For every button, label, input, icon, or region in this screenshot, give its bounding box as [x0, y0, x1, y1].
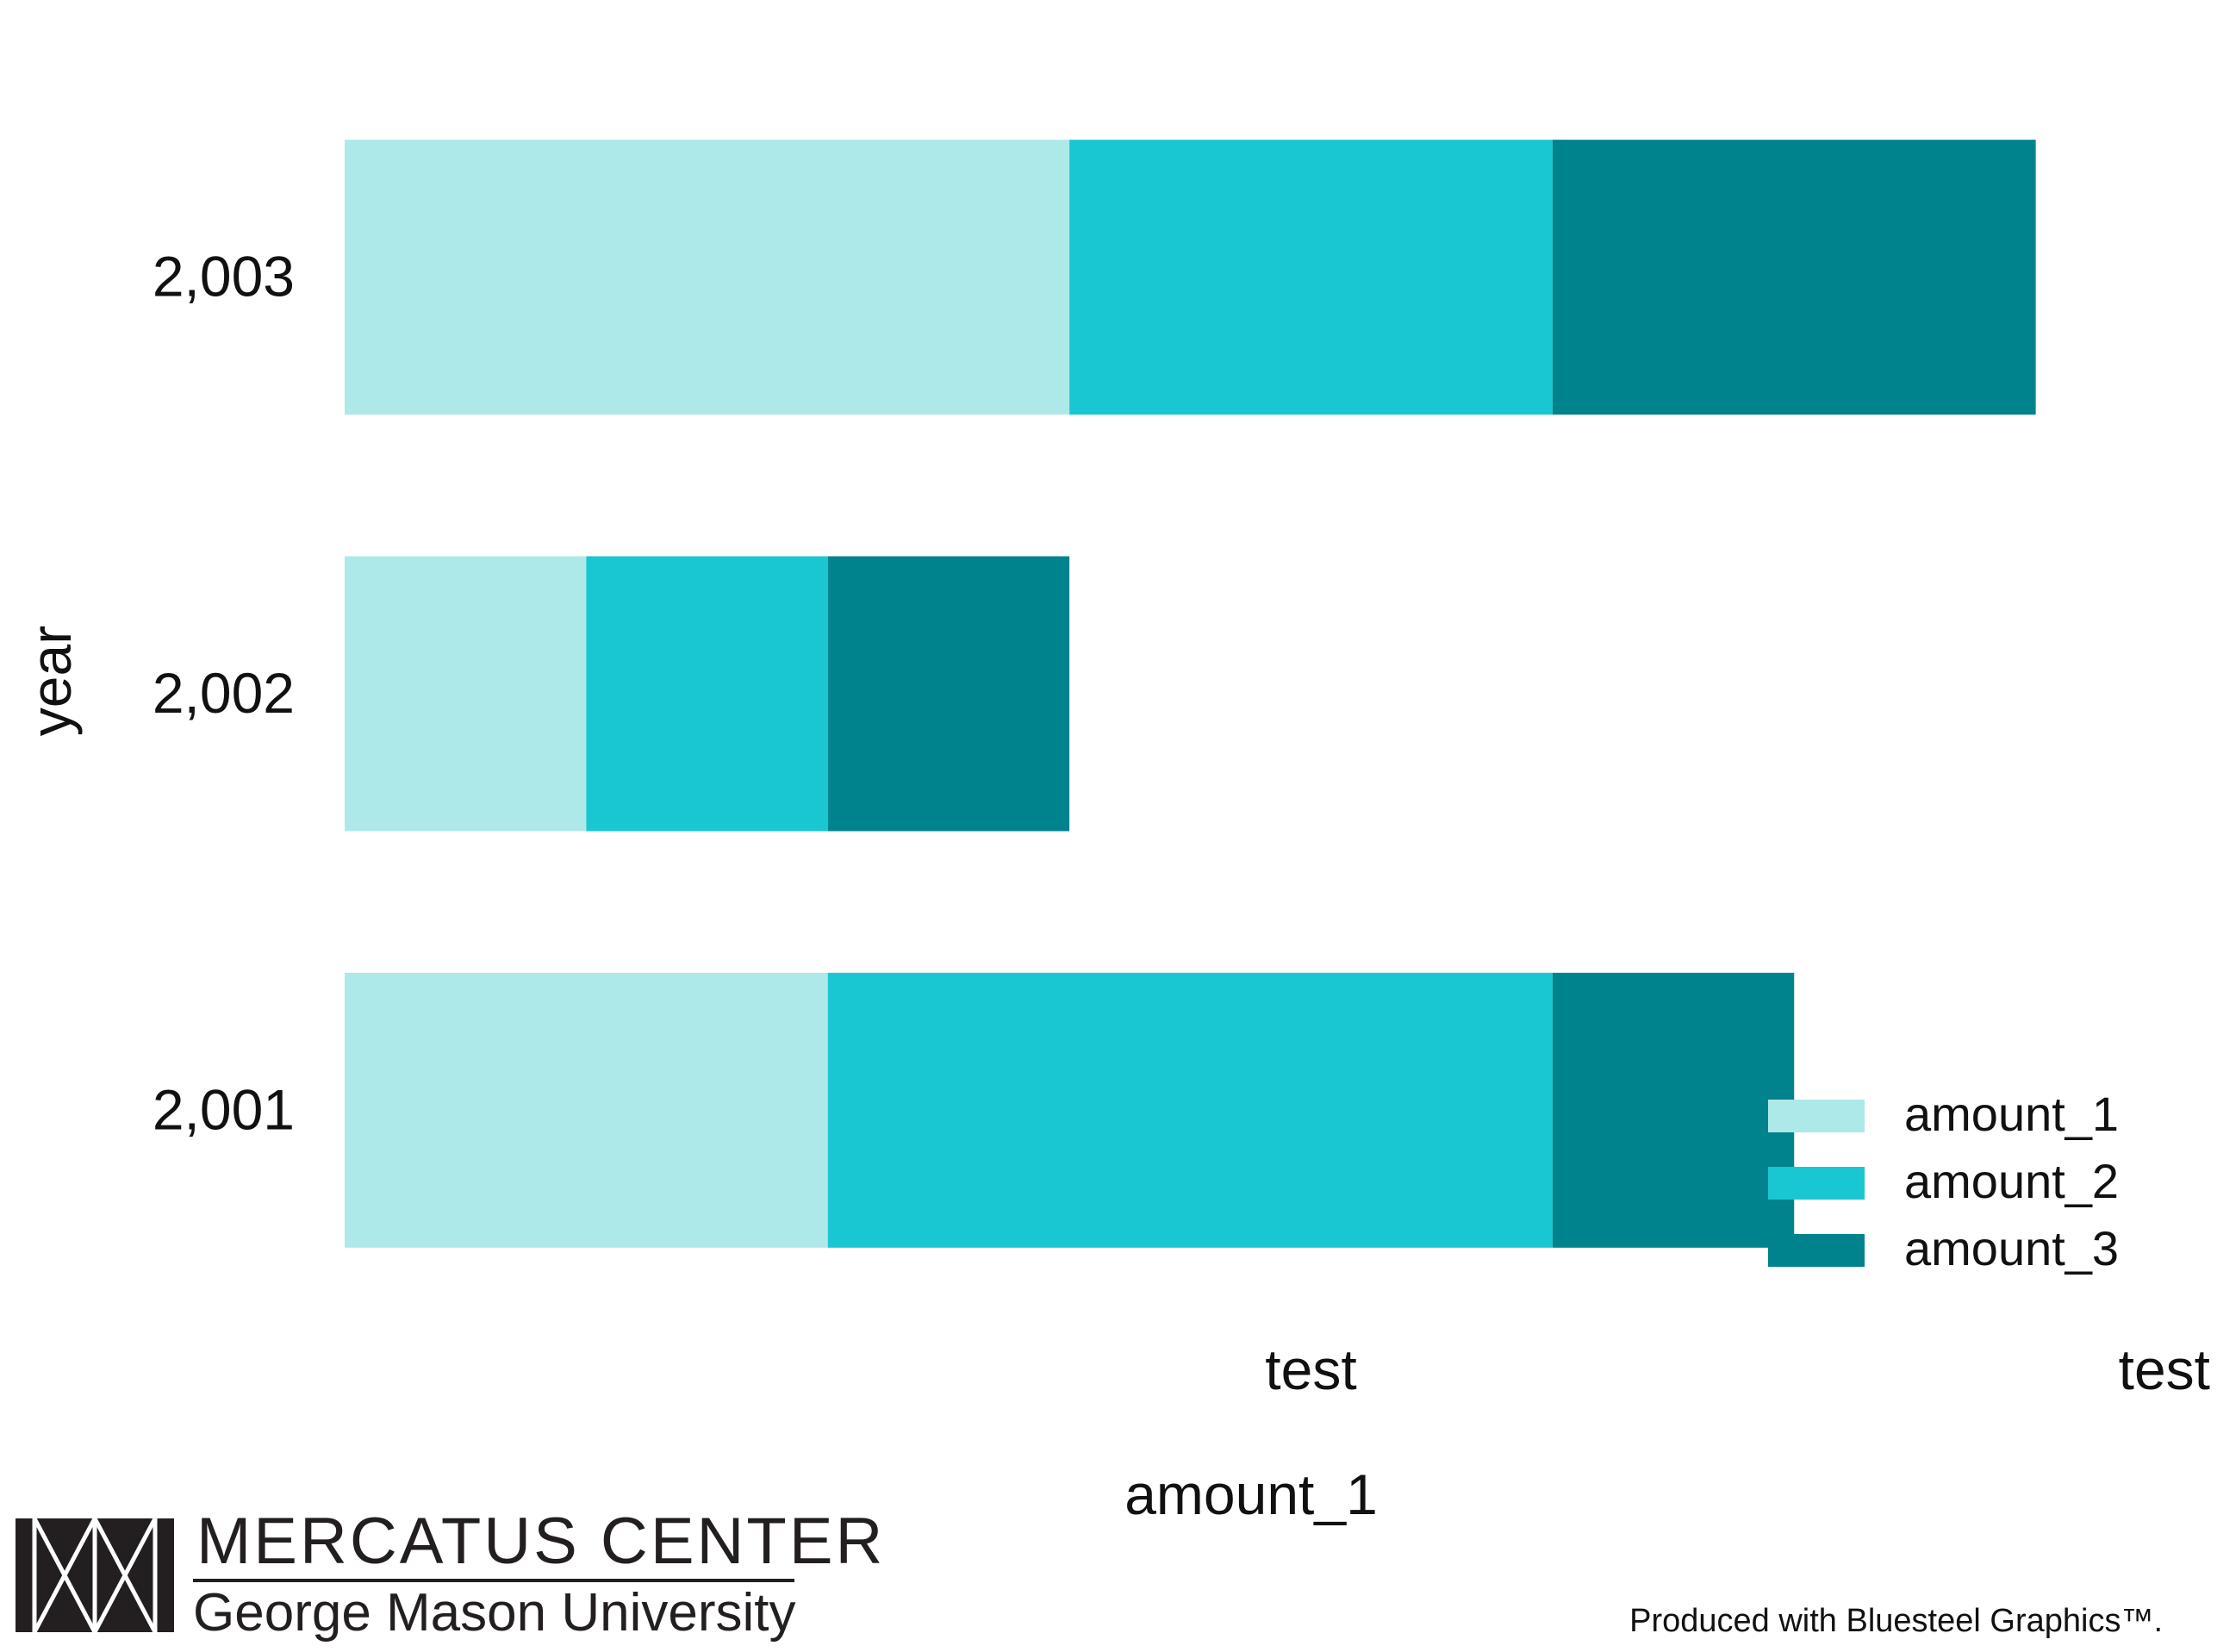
bar-amount_2-1 [586, 556, 828, 832]
bar-amount_3-1 [827, 556, 1070, 832]
legend: amount_1 amount_2 amount_3 [1768, 1087, 2119, 1275]
logo-subtitle: George Mason University [193, 1583, 796, 1643]
x-tick-label: test [2119, 1337, 2210, 1401]
logo-title: MERCATUS CENTER [196, 1505, 885, 1578]
y-tick-labels: 2,001 2,002 2,003 [153, 245, 295, 1142]
y-tick-label: 2,002 [153, 661, 295, 725]
bar-amount_1-2 [345, 140, 1070, 415]
y-tick-label: 2,001 [153, 1077, 295, 1141]
bar-amount_2-2 [1069, 140, 1553, 415]
bar-amount_2-0 [827, 972, 1553, 1248]
legend-swatch-amount_2 [1768, 1167, 1865, 1200]
x-tick-labels: test test [1265, 1337, 2210, 1401]
legend-swatch-amount_1 [1768, 1100, 1865, 1132]
legend-label-amount_3: amount_3 [1904, 1221, 2119, 1275]
credit-text: Produced with Bluesteel Graphics™. [1629, 1603, 2163, 1639]
legend-label-amount_1: amount_1 [1904, 1087, 2119, 1141]
y-axis-title: year [19, 626, 83, 736]
legend-swatch-amount_3 [1768, 1234, 1865, 1267]
x-tick-label: test [1265, 1337, 1356, 1401]
x-axis-title: amount_1 [1124, 1462, 1378, 1526]
legend-label-amount_2: amount_2 [1904, 1154, 2119, 1208]
bar-amount_1-0 [345, 972, 828, 1248]
mercatus-logo: MERCATUS CENTER George Mason University [16, 1505, 885, 1643]
y-tick-label: 2,003 [153, 245, 295, 309]
bar-amount_1-1 [345, 556, 587, 832]
mercatus-logo-mark-icon [16, 1517, 174, 1634]
bars-layer [345, 140, 2036, 1248]
bar-amount_3-2 [1552, 140, 2036, 415]
bar-amount_3-0 [1552, 972, 1795, 1248]
